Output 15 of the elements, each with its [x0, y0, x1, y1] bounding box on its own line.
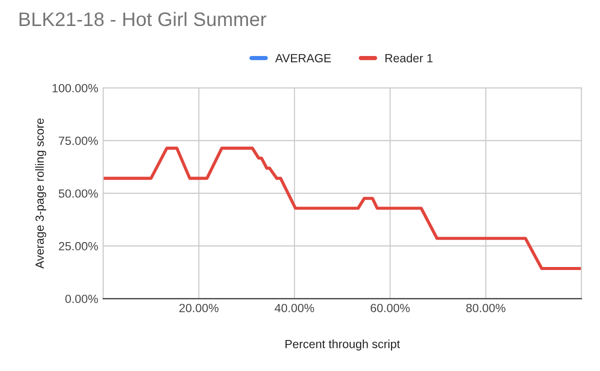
y-tick-label: 25.00% [58, 242, 98, 250]
x-tick-label: 60.00% [370, 304, 410, 312]
y-tick-label: 100.00% [52, 84, 98, 92]
x-axis-title: Percent through script [286, 340, 400, 351]
y-tick-label: 75.00% [58, 136, 98, 146]
legend-label: Reader 1 [385, 54, 432, 62]
y-axis-title: Average 3-page rolling score [35, 118, 46, 269]
y-tick-label: 0.00% [65, 294, 98, 304]
line-series [103, 146, 582, 270]
legend-label: AVERAGE [275, 54, 331, 62]
x-tick-label: 40.00% [274, 304, 314, 312]
x-tick-label: 20.00% [179, 304, 218, 312]
x-tick-label: 80.00% [466, 304, 506, 312]
chart-title: BLK21-18 - Hot Girl Summer [20, 12, 266, 26]
y-tick-label: 50.00% [58, 189, 98, 198]
